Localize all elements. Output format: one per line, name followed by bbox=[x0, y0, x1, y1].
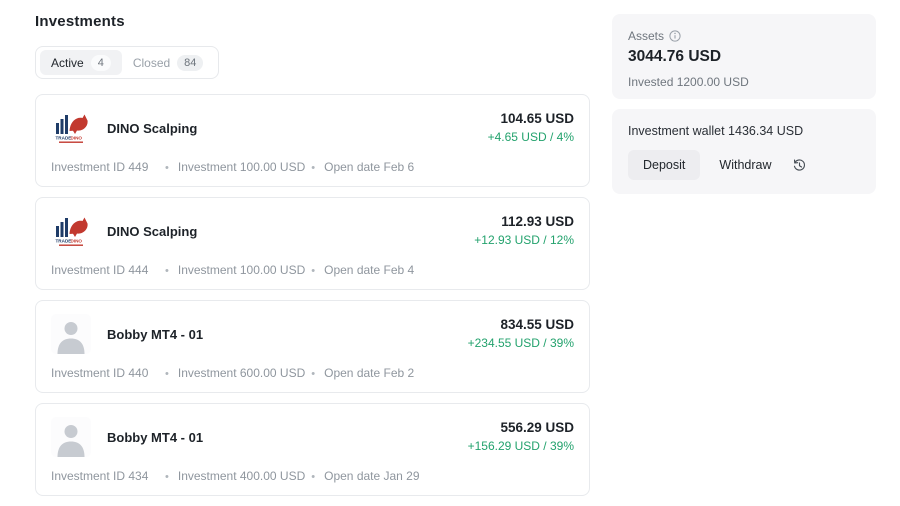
deposit-button[interactable]: Deposit bbox=[628, 150, 701, 180]
investment-profit: +156.29 USD / 39% bbox=[467, 439, 574, 453]
investment-open-date: Open date Feb 6 bbox=[305, 160, 414, 174]
assets-invested: Invested 1200.00 USD bbox=[628, 75, 749, 89]
info-icon[interactable] bbox=[669, 30, 681, 42]
tab-closed-count-badge: 84 bbox=[177, 54, 204, 71]
investment-values: 104.65 USD +4.65 USD / 4% bbox=[488, 110, 574, 146]
investment-amount: Investment 400.00 USD bbox=[159, 469, 305, 483]
investment-logo bbox=[51, 417, 91, 457]
investment-card-top: Bobby MT4 - 01 556.29 USD +156.29 USD / … bbox=[51, 417, 574, 457]
investment-id: Investment ID 444 bbox=[51, 263, 149, 277]
investment-id: Investment ID 449 bbox=[51, 160, 149, 174]
investment-profit: +12.93 USD / 12% bbox=[474, 233, 574, 247]
svg-text:DINO: DINO bbox=[71, 136, 83, 141]
investment-name: Bobby MT4 - 01 bbox=[107, 429, 204, 445]
investment-values: 112.93 USD +12.93 USD / 12% bbox=[474, 213, 574, 249]
investment-logo bbox=[51, 314, 91, 354]
page-title: Investments bbox=[35, 13, 125, 30]
investment-open-date: Open date Jan 29 bbox=[305, 469, 419, 483]
investment-profit: +4.65 USD / 4% bbox=[487, 130, 574, 144]
investment-open-date: Open date Feb 4 bbox=[305, 263, 414, 277]
investment-name: Bobby MT4 - 01 bbox=[107, 326, 204, 342]
svg-text:TRADE: TRADE bbox=[56, 239, 72, 244]
investment-card-top: Bobby MT4 - 01 834.55 USD +234.55 USD / … bbox=[51, 314, 574, 354]
tradedino-logo: TRADE DINO bbox=[51, 211, 91, 251]
investment-card-top: TRADE DINO DINO Scalping 104.65 USD +4.6… bbox=[51, 108, 574, 148]
history-button[interactable] bbox=[792, 158, 807, 173]
investment-card[interactable]: TRADE DINO DINO Scalping 104.65 USD +4.6… bbox=[35, 94, 590, 187]
investment-current-value: 834.55 USD bbox=[500, 317, 574, 332]
tab-active-count-badge: 4 bbox=[90, 54, 111, 71]
withdraw-button[interactable]: Withdraw bbox=[704, 150, 786, 180]
investment-meta: Investment ID 434 Investment 400.00 USDOp… bbox=[51, 469, 574, 483]
investments-list: TRADE DINO DINO Scalping 104.65 USD +4.6… bbox=[35, 94, 590, 496]
assets-value: 3044.76 USD bbox=[628, 48, 722, 65]
tradedino-logo: TRADE DINO bbox=[51, 108, 91, 148]
svg-text:TRADE: TRADE bbox=[56, 136, 72, 141]
person-avatar-icon bbox=[51, 314, 91, 354]
investment-meta: Investment ID 444 Investment 100.00 USDOp… bbox=[51, 263, 574, 277]
investment-current-value: 104.65 USD bbox=[500, 111, 574, 126]
investment-values: 834.55 USD +234.55 USD / 39% bbox=[468, 316, 574, 352]
status-tabs: Active 4 Closed 84 bbox=[35, 46, 220, 79]
investments-section: Investments Active 4 Closed 84 TRADE DIN… bbox=[35, 13, 590, 506]
svg-text:DINO: DINO bbox=[71, 239, 83, 244]
investment-id: Investment ID 434 bbox=[51, 469, 149, 483]
assets-label: Assets bbox=[628, 29, 665, 43]
tab-active[interactable]: Active 4 bbox=[40, 50, 122, 75]
investment-amount: Investment 100.00 USD bbox=[159, 263, 305, 277]
investment-card[interactable]: Bobby MT4 - 01 556.29 USD +156.29 USD / … bbox=[35, 403, 590, 496]
wallet-balance-label: Investment wallet 1436.34 USD bbox=[628, 124, 804, 138]
investment-meta: Investment ID 440 Investment 600.00 USDOp… bbox=[51, 366, 574, 380]
investment-name: DINO Scalping bbox=[107, 223, 198, 239]
investment-logo: TRADE DINO bbox=[51, 108, 91, 148]
sidebar: Assets 3044.76 USD Invested 1200.00 USD … bbox=[612, 14, 876, 194]
investment-current-value: 556.29 USD bbox=[500, 420, 574, 435]
investment-id: Investment ID 440 bbox=[51, 366, 149, 380]
investment-amount: Investment 600.00 USD bbox=[159, 366, 305, 380]
investment-card-top: TRADE DINO DINO Scalping 112.93 USD +12.… bbox=[51, 211, 574, 251]
tab-closed-label: Closed bbox=[132, 55, 171, 70]
investment-values: 556.29 USD +156.29 USD / 39% bbox=[468, 419, 574, 455]
assets-card: Assets 3044.76 USD Invested 1200.00 USD bbox=[612, 14, 876, 99]
person-avatar-icon bbox=[51, 417, 91, 457]
history-icon bbox=[792, 158, 807, 173]
tab-active-label: Active bbox=[51, 55, 84, 70]
wallet-card: Investment wallet 1436.34 USD Deposit Wi… bbox=[612, 109, 876, 194]
investment-profit: +234.55 USD / 39% bbox=[467, 336, 574, 350]
investment-card[interactable]: TRADE DINO DINO Scalping 112.93 USD +12.… bbox=[35, 197, 590, 290]
investment-logo: TRADE DINO bbox=[51, 211, 91, 251]
investment-card[interactable]: Bobby MT4 - 01 834.55 USD +234.55 USD / … bbox=[35, 300, 590, 393]
investment-amount: Investment 100.00 USD bbox=[159, 160, 305, 174]
investment-current-value: 112.93 USD bbox=[501, 214, 574, 229]
investment-open-date: Open date Feb 2 bbox=[305, 366, 414, 380]
investment-meta: Investment ID 449 Investment 100.00 USDOp… bbox=[51, 160, 574, 174]
investment-name: DINO Scalping bbox=[107, 120, 198, 136]
tab-closed[interactable]: Closed 84 bbox=[122, 50, 215, 75]
